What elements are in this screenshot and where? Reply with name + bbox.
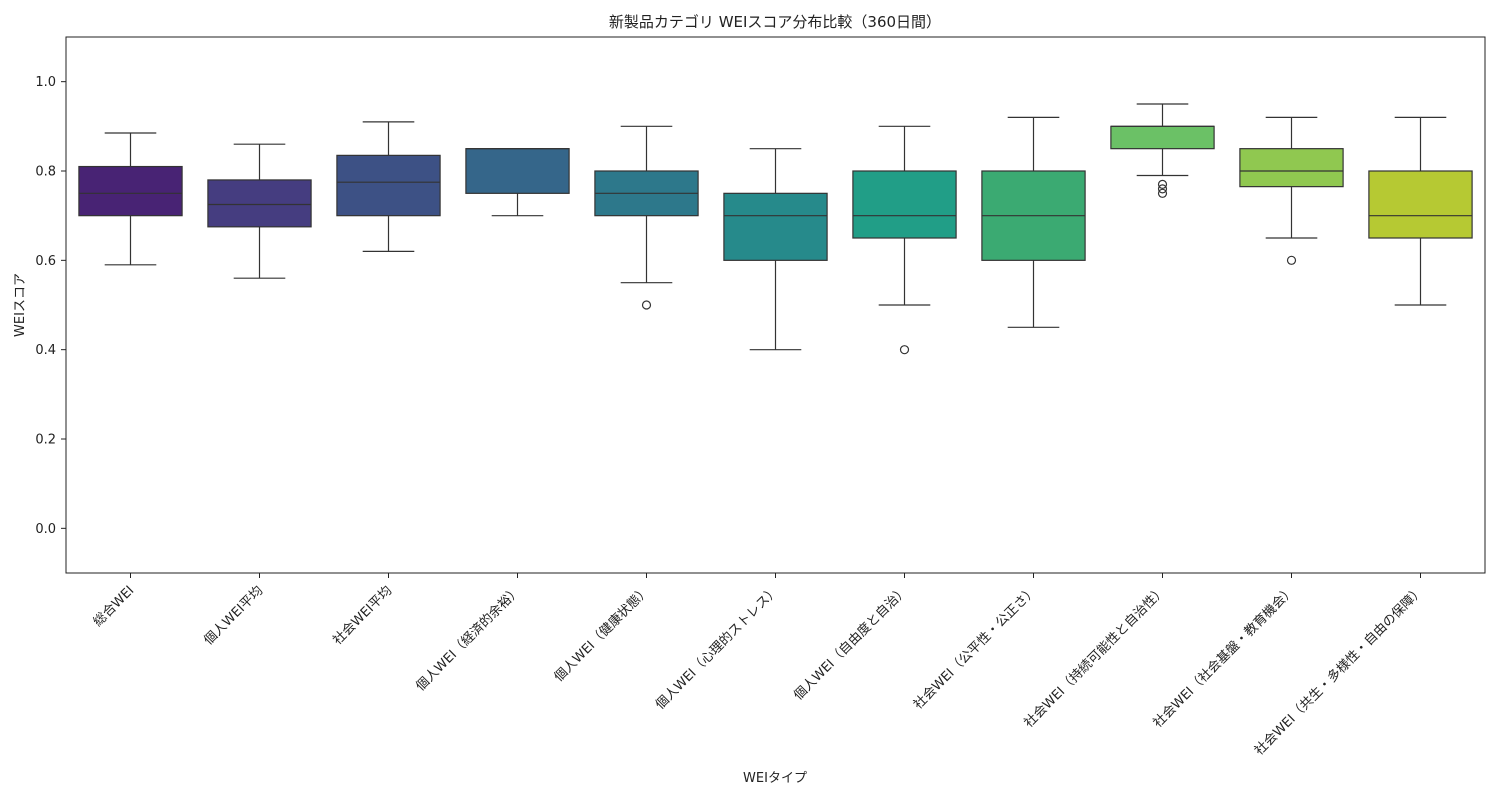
box-9 (1239, 116, 1344, 265)
box-body (852, 170, 957, 239)
box-body (1239, 148, 1344, 188)
x-tick-label: 社会WEI（持続可能性と自治性） (1021, 583, 1169, 731)
x-axis: 総合WEI 個人WEI平均 社会WEI平均 個人WEI（経済的余裕） 個人WEI（健康状… (91, 573, 1427, 759)
box-10 (1368, 116, 1473, 306)
box-5 (723, 148, 828, 351)
box-4 (594, 125, 699, 310)
box-2 (336, 121, 441, 252)
x-tick-label: 個人WEI平均 (201, 583, 266, 648)
y-tick-label: 0.6 (35, 254, 56, 269)
x-tick-label: 個人WEI（心理的ストレス） (652, 583, 782, 713)
box-body (1110, 125, 1215, 150)
x-tick-label: 社会WEI平均 (330, 583, 396, 649)
box-6 (852, 125, 957, 355)
outlier-point (1157, 184, 1168, 194)
outlier-point (899, 345, 910, 355)
plot-area (78, 103, 1473, 355)
chart-title: 新製品カテゴリ WEIスコア分布比較（360日間） (609, 13, 941, 31)
x-tick-label: 総合WEI (91, 583, 138, 630)
box-1 (207, 143, 312, 279)
box-body (465, 148, 570, 194)
outlier-point (1286, 255, 1297, 265)
box-7 (981, 116, 1086, 328)
outlier-point (1157, 188, 1168, 198)
box-body (336, 154, 441, 217)
y-axis: 0.0 0.2 0.4 0.6 0.8 1.0 (35, 75, 66, 537)
y-tick-label: 0.2 (35, 433, 56, 448)
box-body (1368, 170, 1473, 239)
x-tick-label: 社会WEI（社会基盤・教育機会） (1150, 583, 1298, 731)
y-tick-label: 0.8 (35, 165, 56, 180)
x-axis-label: WEIタイプ (743, 771, 807, 786)
box-8 (1110, 103, 1215, 198)
x-tick-label: 個人WEI（自由度と自治） (790, 583, 911, 704)
y-tick-label: 0.4 (35, 343, 56, 358)
box-body (78, 165, 183, 217)
x-tick-label: 個人WEI（経済的余裕） (413, 583, 525, 695)
box-0 (78, 132, 183, 266)
box-3 (465, 148, 570, 217)
box-body (723, 192, 828, 261)
box-body (207, 179, 312, 228)
y-tick-label: 1.0 (35, 75, 56, 90)
x-tick-label: 個人WEI（健康状態） (551, 583, 653, 685)
y-tick-label: 0.0 (35, 522, 56, 537)
outlier-point (641, 300, 652, 310)
outlier-point (1157, 179, 1168, 189)
x-tick-label: 社会WEI（公平性・公正さ） (910, 583, 1040, 713)
y-axis-label: WEIスコア (13, 273, 28, 337)
